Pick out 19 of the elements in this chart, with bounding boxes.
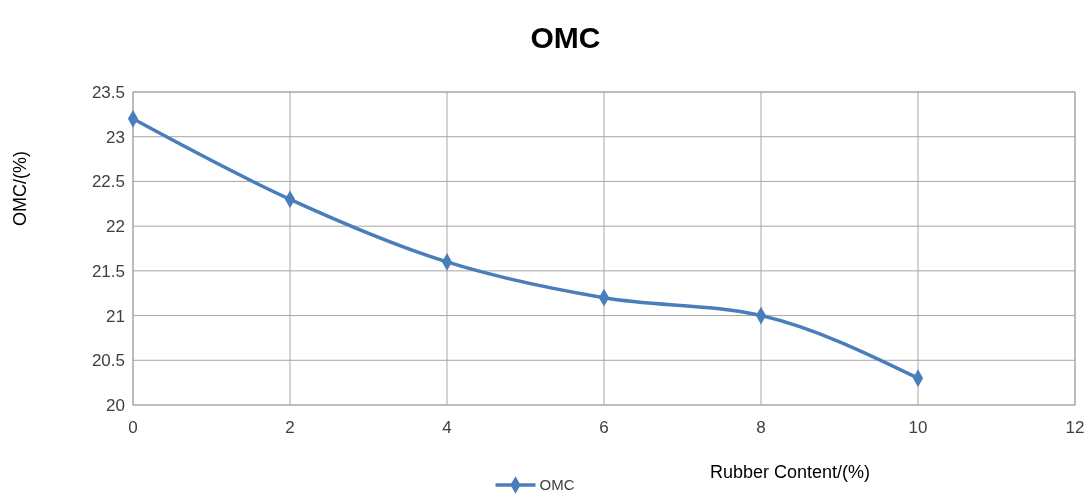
y-tick-label: 23.5 [91, 83, 125, 102]
x-tick-label: 10 [908, 418, 928, 437]
y-tick-label: 22.5 [91, 172, 125, 192]
y-tick-label: 20.5 [91, 351, 125, 371]
y-tick-label: 21 [106, 306, 125, 326]
legend-label: OMC [539, 476, 575, 493]
y-tick-label: 22 [106, 217, 125, 237]
x-tick-label: 4 [442, 418, 452, 437]
x-tick-label: 8 [756, 418, 766, 437]
x-tick-label: 0 [128, 418, 138, 437]
y-tick-label: 21.5 [91, 261, 125, 281]
x-tick-label: 2 [285, 418, 295, 437]
y-tick-label: 20 [106, 396, 125, 415]
x-axis-title: Rubber Content/(%) [709, 462, 871, 482]
chart-title: OMC [530, 21, 601, 54]
x-tick-label: 6 [599, 418, 609, 437]
x-tick-label: 12 [1065, 418, 1085, 437]
y-axis-title: OMC/(%) [10, 151, 30, 226]
y-tick-label: 23 [106, 127, 125, 147]
